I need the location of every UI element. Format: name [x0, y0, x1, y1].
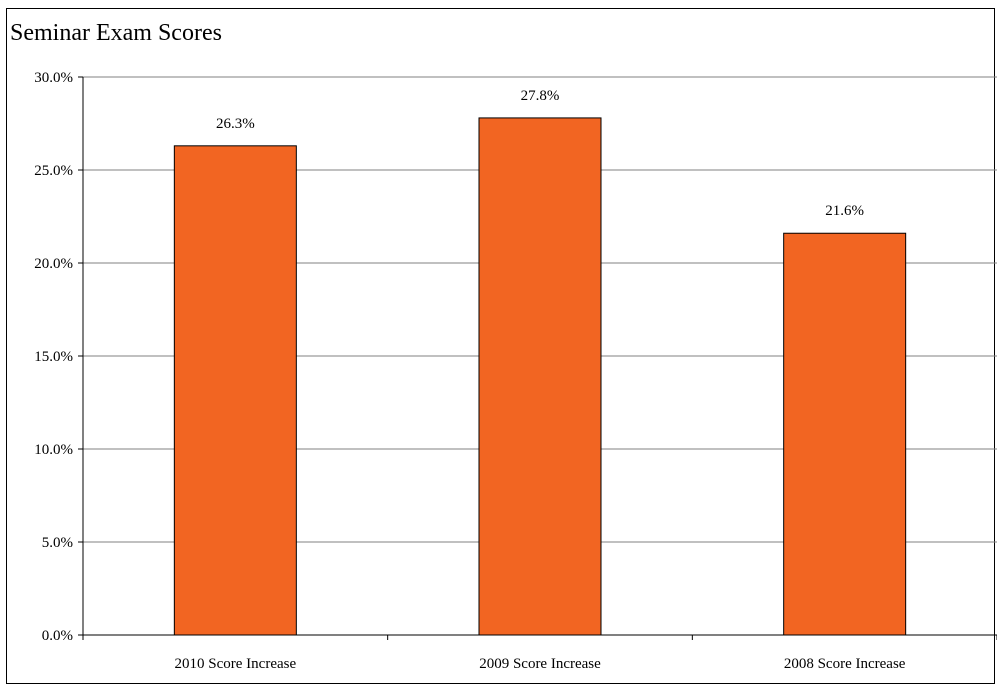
y-tick-label: 5.0%: [42, 535, 73, 551]
data-label: 21.6%: [825, 203, 864, 219]
bar: [478, 117, 602, 636]
labels: 0.0% 5.0% 10.0% 15.0% 20.0% 25.0% 30.0% 26.3% 20…: [34, 70, 906, 672]
axes: [78, 76, 997, 640]
y-tick-label: 30.0%: [34, 70, 73, 86]
y-tick-label: 20.0%: [34, 256, 73, 272]
y-tick-label: 10.0%: [34, 442, 73, 458]
bars: [173, 117, 907, 636]
data-label: 27.8%: [521, 88, 560, 104]
data-label: 26.3%: [216, 116, 255, 132]
x-tick-label: 2008 Score Increase: [784, 656, 906, 672]
chart-title: Seminar Exam Scores: [10, 20, 222, 46]
x-tick-label: 2010 Score Increase: [175, 656, 297, 672]
y-tick-label: 15.0%: [34, 349, 73, 365]
y-tick-label: 0.0%: [42, 628, 73, 644]
x-tick-label: 2009 Score Increase: [479, 656, 601, 672]
bar: [783, 232, 907, 636]
bar: [173, 145, 297, 636]
y-tick-label: 25.0%: [34, 163, 73, 179]
